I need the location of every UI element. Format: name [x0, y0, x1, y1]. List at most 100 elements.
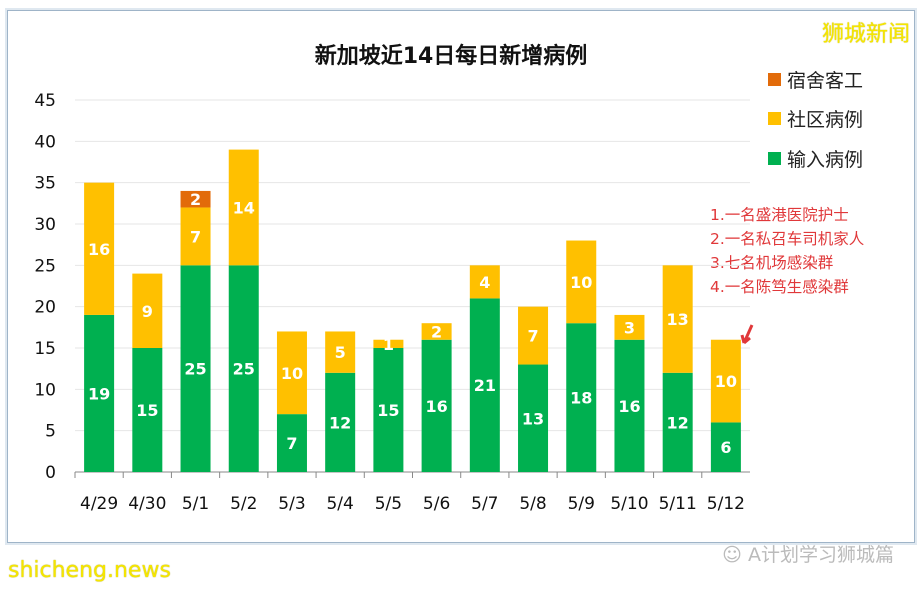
bar-segment [518, 306, 549, 365]
bar-segment [276, 414, 307, 472]
x-tick-label: 5/8 [519, 494, 546, 514]
y-tick-label: 30 [34, 215, 56, 235]
legend-item-community: 社区病例 [768, 105, 863, 132]
legend-label: 宿舍客工 [787, 70, 864, 92]
y-tick-label: 25 [34, 256, 56, 276]
x-tick-label: 5/3 [278, 494, 305, 514]
bar-segment [132, 273, 163, 348]
y-tick-label: 40 [34, 132, 56, 152]
bar-segment [710, 422, 741, 472]
bar-segment [228, 265, 259, 472]
data-label: 21 [474, 376, 496, 395]
bar-segment [614, 339, 645, 472]
y-tick-label: 35 [34, 174, 56, 194]
bar-segment [325, 372, 356, 472]
data-label: 2 [190, 190, 201, 209]
bar-segment [566, 240, 597, 324]
bar-segment [373, 339, 404, 348]
note: 1.一名盛港医院护士 [710, 206, 849, 224]
legend-item-imported: 输入病例 [768, 145, 863, 172]
bar-segment [662, 372, 693, 472]
data-label: 16 [88, 240, 110, 259]
y-tick-label: 45 [34, 91, 56, 111]
data-label: 16 [425, 397, 447, 416]
x-tick-label: 5/10 [610, 494, 648, 514]
data-label: 15 [377, 401, 399, 420]
bar-segment [518, 364, 549, 472]
data-label: 7 [527, 327, 538, 346]
y-tick-label: 15 [34, 339, 56, 359]
arrow-icon [740, 324, 754, 345]
brand-logo: 狮城新闻 [821, 22, 910, 47]
watermark: shicheng.news [8, 558, 171, 583]
legend-swatch [768, 152, 781, 165]
bar-segment [84, 314, 115, 472]
bar-segment [132, 348, 163, 472]
data-label: 25 [184, 360, 206, 379]
legend-item-dorm: 宿舍客工 [768, 66, 863, 93]
note: 4.一名陈笃生感染群 [710, 278, 849, 296]
data-label: 3 [624, 318, 635, 337]
bar-segment [469, 298, 500, 472]
legend-swatch [768, 112, 781, 125]
x-tick-label: 4/30 [128, 494, 166, 514]
y-tick-label: 10 [34, 380, 56, 400]
legend-swatch [768, 73, 781, 86]
bar-segment [469, 265, 500, 299]
bar-segment [325, 331, 356, 373]
x-tick-label: 5/11 [659, 494, 697, 514]
bar-segment [373, 348, 404, 472]
x-tick-label: 5/12 [707, 494, 745, 514]
bar-segment [180, 190, 211, 208]
x-tick-label: 5/1 [182, 494, 209, 514]
data-label: 7 [286, 434, 297, 453]
chart-title: 新加坡近14日每日新增病例 [314, 44, 588, 69]
y-tick-label: 0 [45, 463, 56, 483]
wechat-icon: ☺ [722, 544, 748, 566]
y-tick-label: 20 [34, 298, 56, 318]
bar-segment [276, 331, 307, 415]
x-tick-label: 5/9 [568, 494, 595, 514]
data-label: 6 [720, 438, 731, 457]
note: 3.七名机场感染群 [710, 254, 834, 272]
data-label: 10 [715, 372, 737, 391]
annotation-notes: 1.一名盛港医院护士 2.一名私召车司机家人 3.七名机场感染群 4.一名陈笃生… [710, 203, 864, 299]
data-label: 9 [142, 302, 153, 321]
legend-label: 社区病例 [787, 109, 864, 131]
data-label: 15 [136, 401, 158, 420]
bar-segment [228, 149, 259, 266]
x-tick-label: 5/5 [375, 494, 402, 514]
data-label: 5 [335, 343, 346, 362]
data-label: 13 [667, 310, 689, 329]
data-label: 7 [190, 227, 201, 246]
data-label: 4 [479, 273, 490, 292]
note: 2.一名私召车司机家人 [710, 230, 865, 248]
data-label: 14 [233, 198, 255, 217]
data-label: 19 [88, 384, 110, 403]
bar-segment [84, 182, 115, 315]
legend-label: 输入病例 [787, 149, 864, 171]
data-label: 16 [618, 397, 640, 416]
wechat-account-name: A计划学习狮城篇 [748, 544, 894, 566]
data-label: 10 [570, 273, 592, 292]
bar-segment [180, 207, 211, 266]
data-label: 10 [281, 364, 303, 383]
data-label: 18 [570, 389, 592, 408]
x-tick-label: 5/7 [471, 494, 498, 514]
data-label: 12 [667, 413, 689, 432]
data-label: 1 [383, 335, 394, 354]
data-label: 25 [233, 360, 255, 379]
bar-segment [662, 265, 693, 373]
chart-frame [7, 10, 915, 543]
bar-segment [710, 339, 741, 423]
x-tick-label: 5/4 [326, 494, 353, 514]
y-tick-label: 5 [45, 422, 56, 442]
data-label: 2 [431, 322, 442, 341]
bar-segment [566, 323, 597, 472]
data-label: 12 [329, 413, 351, 432]
x-tick-label: 4/29 [80, 494, 118, 514]
bar-segment [614, 314, 645, 340]
data-label: 13 [522, 409, 544, 428]
wechat-account: ☺ A计划学习狮城篇 [722, 540, 894, 567]
